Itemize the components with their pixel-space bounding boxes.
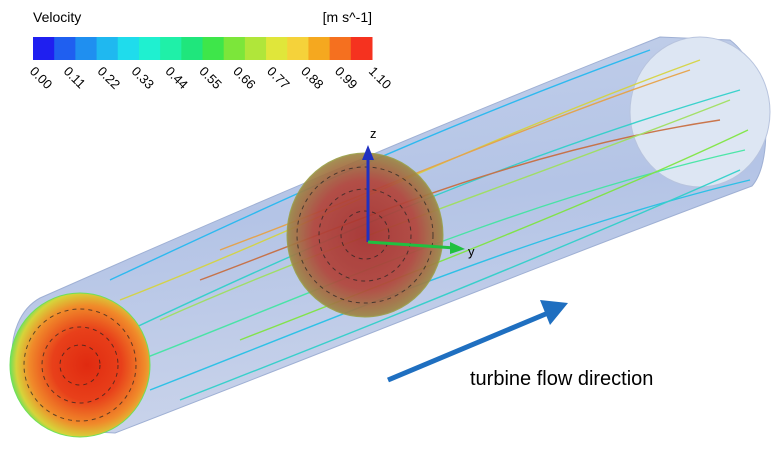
colorbar-segment [118,37,140,60]
visualization: z y turbine flow direction Velocity [m s… [0,0,771,450]
colorbar-tick-label: 0.99 [332,64,361,93]
colorbar-segment [33,37,55,60]
colorbar-segment [139,37,161,60]
colorbar-segment [160,37,182,60]
colorbar-tick-label: 0.77 [264,64,293,93]
annotation: turbine flow direction [470,368,653,390]
colorbar-segment [330,37,352,60]
colorbar-segment [245,37,267,60]
axis-label: y [468,244,475,259]
colorbar-segment [266,37,288,60]
colorbar-tick-label: 0.33 [129,64,158,93]
colorbar-tick-label: 1.10 [366,64,395,93]
colorbar-tick-label: 0.22 [95,64,124,93]
colorbar-segment [203,37,225,60]
colorbar-tick-label: 0.66 [230,64,259,93]
colorbar-segment [75,37,97,60]
colorbar-segment [287,37,309,60]
colorbar-segment [308,37,330,60]
colorbar-segment [97,37,119,60]
colorbar-tick-label: 0.00 [27,64,56,93]
inlet-section [10,293,150,437]
axis-label: z [370,126,377,141]
legend-unit: [m s^-1] [323,9,372,25]
legend-title: Velocity [33,9,81,25]
colorbar-tick-label: 0.44 [162,64,191,93]
colorbar-tick-label: 0.55 [196,64,225,93]
colorbar-tick-label: 0.11 [61,64,89,92]
mid-section [287,153,443,317]
colorbar-tick-label: 0.88 [298,64,327,93]
colorbar-segment [181,37,203,60]
colorbar-segment [351,37,373,60]
colorbar-segment [54,37,76,60]
colorbar-segment [224,37,246,60]
